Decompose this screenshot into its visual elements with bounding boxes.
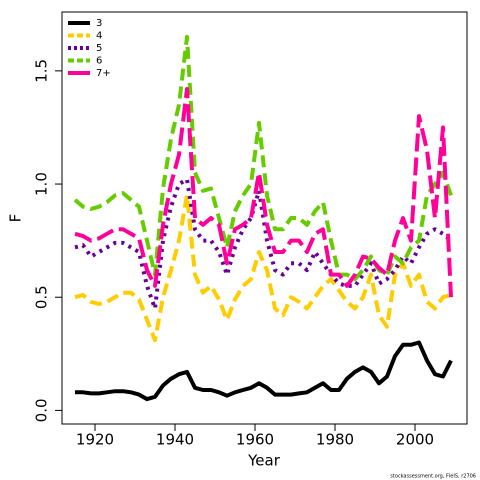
y-tick-label: 0.0 (33, 398, 51, 422)
source-note: stockassessment.org, FleIS, r2706 (390, 474, 476, 480)
x-tick-label: 1960 (236, 431, 274, 449)
series-line (74, 193, 452, 343)
x-tick-label: 1940 (156, 431, 194, 449)
legend-label: 3 (96, 18, 102, 29)
series-line (75, 340, 453, 402)
x-tick-label: 1920 (76, 431, 114, 449)
plot-frame (61, 11, 468, 425)
y-tick-label: 1.0 (33, 172, 51, 196)
series-line (73, 34, 453, 282)
legend-label: 7+ (96, 68, 111, 79)
legend-label: 6 (96, 56, 102, 67)
y-axis-label: F (7, 214, 25, 223)
legend-label: 5 (96, 43, 102, 54)
legend-label: 4 (96, 31, 102, 42)
y-tick-label: 1.5 (33, 59, 51, 83)
x-axis-label: Year (247, 452, 281, 470)
series-line (74, 87, 453, 298)
x-tick-label: 2000 (396, 431, 434, 449)
series-line (74, 177, 453, 311)
x-tick-label: 1980 (316, 431, 354, 449)
y-tick-label: 0.5 (33, 285, 51, 309)
